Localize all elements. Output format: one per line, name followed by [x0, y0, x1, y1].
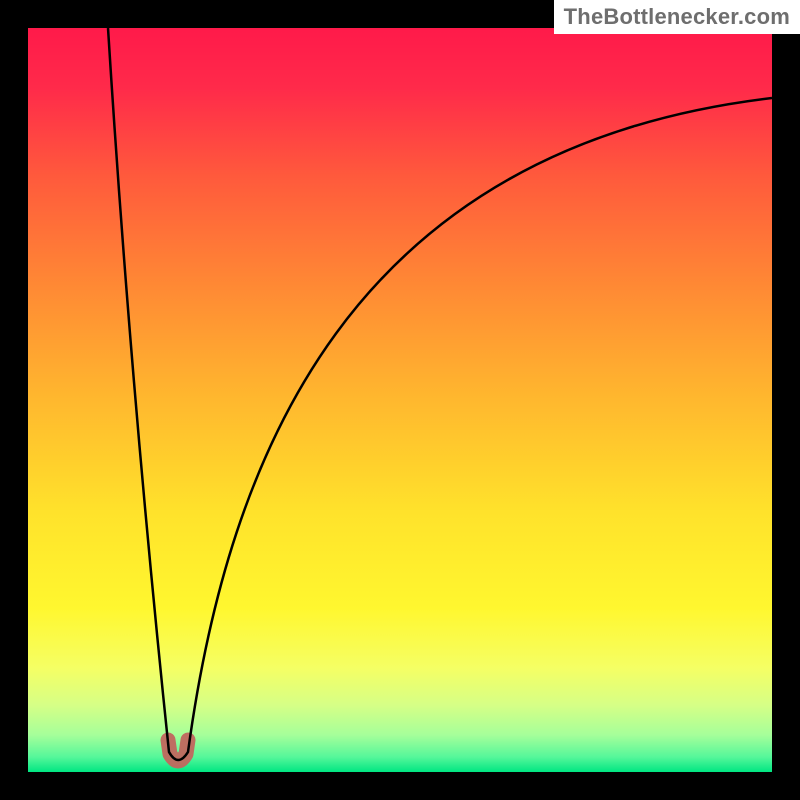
chart-canvas: TheBottlenecker.com — [0, 0, 800, 800]
watermark-label: TheBottlenecker.com — [554, 0, 800, 34]
plot-area — [28, 28, 772, 772]
gradient-background — [28, 28, 772, 772]
